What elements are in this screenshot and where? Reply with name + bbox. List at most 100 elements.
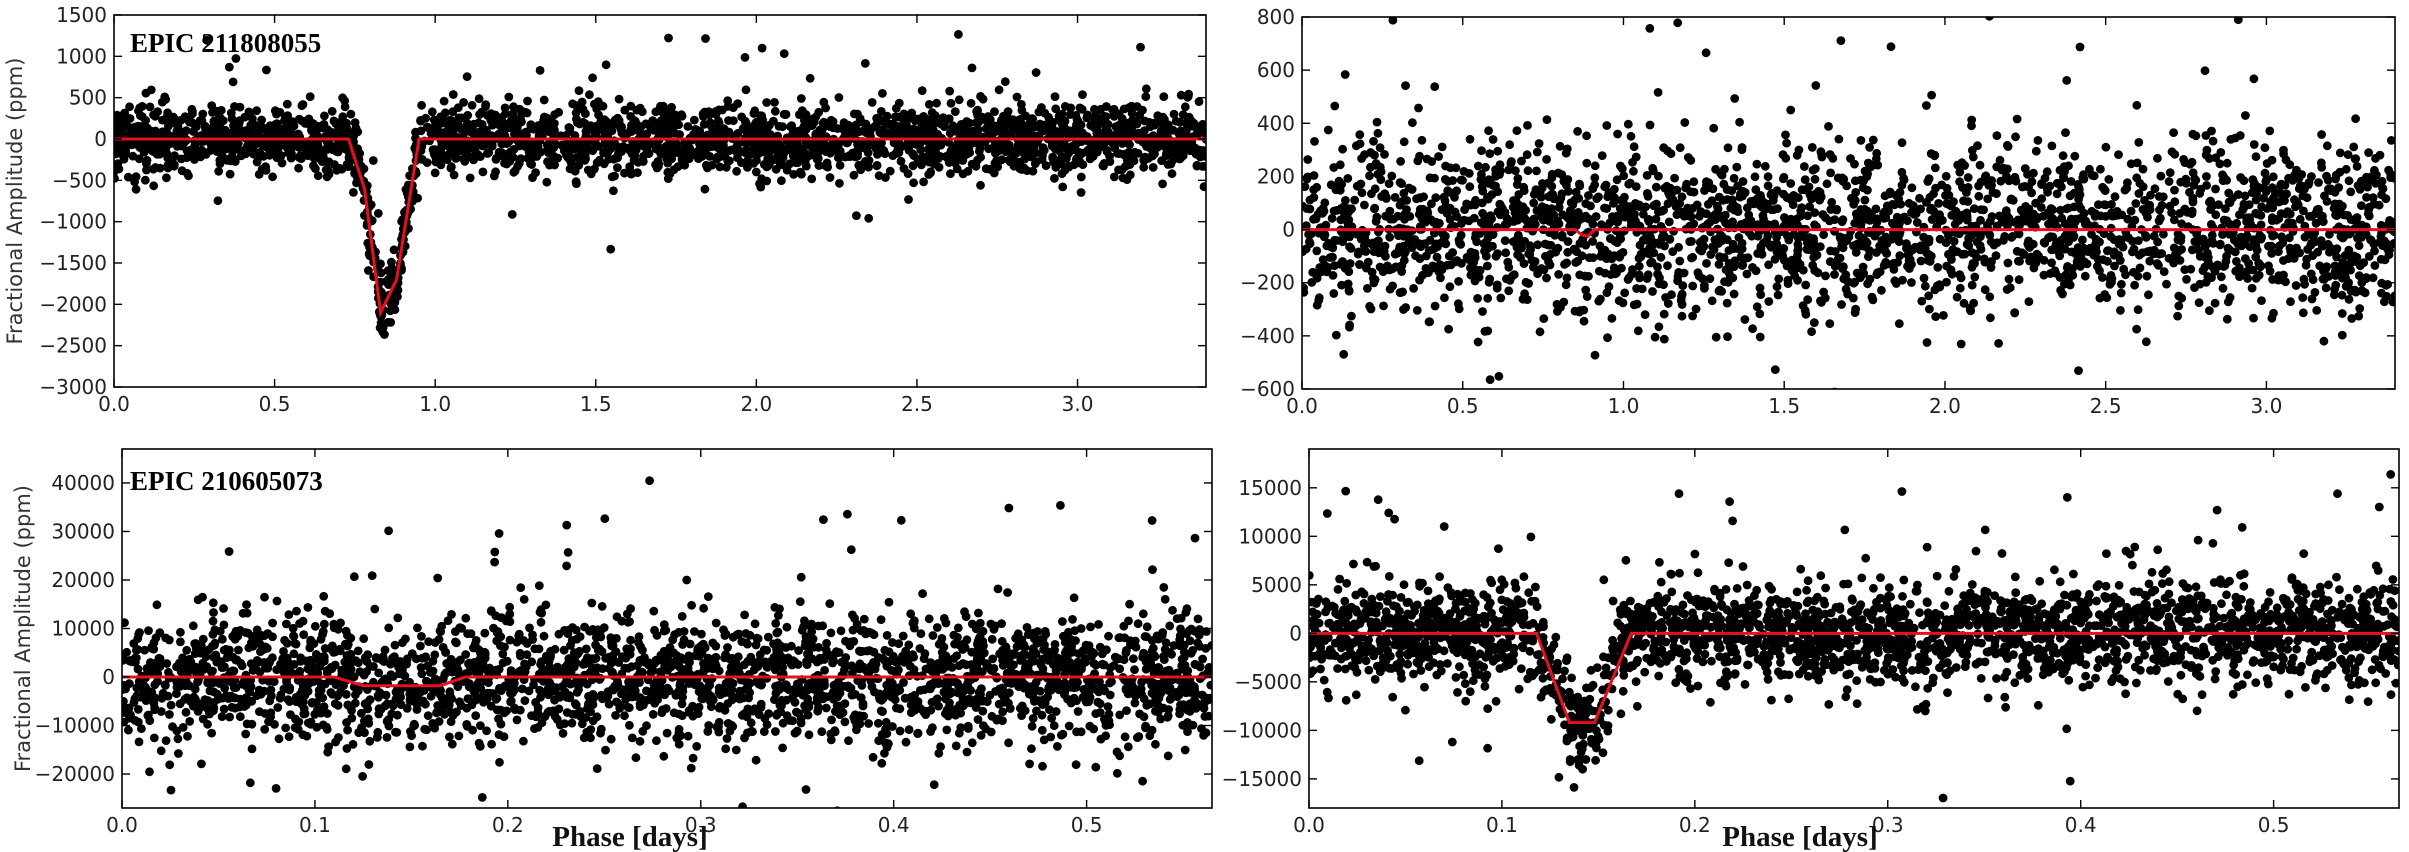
data-point	[614, 149, 623, 158]
data-point	[2388, 217, 2395, 227]
data-point	[1412, 306, 1422, 315]
data-point	[2143, 247, 2152, 256]
data-point	[945, 86, 955, 96]
data-point	[818, 124, 827, 134]
data-point	[1935, 210, 1944, 220]
data-point	[1801, 309, 1811, 319]
data-point	[1454, 304, 1464, 314]
data-point	[2150, 184, 2160, 194]
data-point	[2188, 129, 2198, 139]
y-tick-label: 1000	[56, 44, 107, 68]
data-point	[1588, 237, 1597, 246]
data-point	[1355, 130, 1365, 140]
data-point	[1809, 318, 1819, 327]
data-point	[1633, 326, 1643, 336]
data-point	[206, 146, 215, 155]
data-point	[2310, 237, 2319, 247]
data-point	[2052, 178, 2062, 188]
data-point	[2320, 191, 2329, 201]
data-point	[657, 116, 667, 126]
data-point	[2205, 197, 2214, 207]
data-point	[2207, 273, 2216, 282]
data-point	[1871, 154, 1881, 164]
data-point	[2285, 233, 2294, 243]
data-point	[801, 110, 811, 119]
x-tick-label: 1.5	[580, 392, 612, 416]
data-point	[2002, 140, 2012, 150]
data-point	[2223, 243, 2233, 253]
data-point	[1539, 314, 1549, 323]
data-point	[820, 161, 830, 170]
data-point	[1533, 269, 1542, 279]
data-point	[1970, 272, 1980, 282]
data-point	[1050, 92, 1060, 101]
data-point	[2341, 282, 2351, 291]
data-point	[1493, 146, 1503, 156]
data-point	[924, 100, 934, 109]
data-point	[2182, 275, 2191, 284]
data-point	[1309, 193, 1319, 202]
data-point	[2354, 241, 2364, 251]
data-point	[578, 104, 588, 114]
data-point	[2268, 172, 2278, 182]
data-point	[1127, 122, 1137, 132]
data-point	[2138, 164, 2148, 174]
data-point	[115, 113, 125, 122]
data-point	[1506, 159, 1516, 168]
data-point	[2079, 243, 2089, 253]
data-point	[474, 94, 484, 104]
data-point	[343, 162, 353, 172]
data-point	[1856, 136, 1866, 145]
data-point	[1473, 294, 1482, 303]
data-point	[1324, 239, 1334, 248]
data-point	[504, 92, 514, 102]
data-point	[940, 122, 949, 131]
data-point	[2144, 290, 2153, 300]
data-point	[125, 102, 134, 112]
data-point	[2240, 191, 2250, 201]
data-point	[2039, 238, 2049, 247]
data-point	[2117, 279, 2126, 289]
data-point	[770, 106, 780, 116]
data-point	[172, 142, 182, 151]
data-point	[1466, 247, 1476, 257]
data-point	[1312, 246, 1322, 256]
data-point	[1695, 245, 1704, 255]
data-point	[2133, 305, 2143, 315]
data-point	[2222, 314, 2232, 324]
data-point	[2372, 170, 2381, 180]
data-point	[779, 49, 789, 58]
data-point	[1645, 120, 1655, 130]
data-point	[2216, 148, 2226, 157]
data-point	[801, 161, 811, 171]
data-point	[1473, 161, 1483, 171]
data-point	[322, 145, 332, 154]
data-point	[2381, 194, 2391, 204]
data-point	[1513, 174, 1523, 183]
data-point	[1102, 145, 1112, 155]
data-point	[1388, 17, 1398, 25]
data-point	[2200, 66, 2210, 76]
data-point	[700, 107, 710, 117]
data-point	[1747, 231, 1757, 241]
data-point	[500, 103, 510, 113]
data-point	[1815, 195, 1824, 205]
data-point	[825, 173, 835, 182]
data-point	[330, 129, 340, 139]
data-point	[1073, 116, 1083, 126]
data-point	[2004, 274, 2014, 284]
data-point	[2317, 130, 2327, 139]
data-point	[633, 168, 642, 178]
data-point	[1149, 146, 1159, 156]
data-point	[1609, 199, 1618, 208]
data-point	[125, 114, 135, 123]
data-point	[2037, 194, 2047, 204]
data-point	[863, 148, 873, 158]
data-point	[966, 98, 976, 108]
data-point	[2201, 150, 2211, 160]
data-point	[1800, 175, 1810, 185]
data-point	[1931, 312, 1941, 321]
data-point	[1516, 253, 1525, 262]
data-point	[2145, 256, 2155, 266]
data-point	[1960, 249, 1970, 259]
